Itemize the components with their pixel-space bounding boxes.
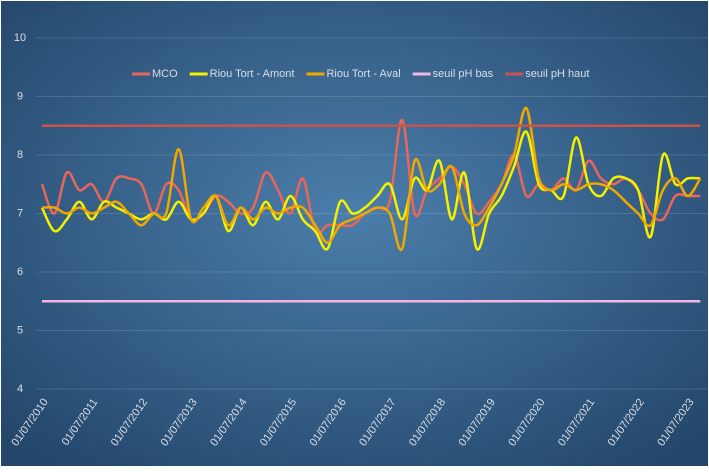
legend-label: seuil pH bas xyxy=(433,68,494,80)
y-tick-label: 4 xyxy=(17,383,23,395)
legend-label: seuil pH haut xyxy=(525,68,589,80)
line-series xyxy=(41,106,702,252)
legend-label: MCO xyxy=(152,68,178,80)
y-tick-label: 10 xyxy=(14,32,26,44)
legend-label: Riou Tort - Aval xyxy=(326,68,400,80)
legend-label: Riou Tort - Amont xyxy=(210,68,295,80)
y-tick-label: 6 xyxy=(17,266,23,278)
y-tick-label: 7 xyxy=(17,207,23,219)
y-tick-label: 9 xyxy=(17,90,23,102)
y-tick-label: 5 xyxy=(17,324,23,336)
y-tick-label: 8 xyxy=(17,149,23,161)
